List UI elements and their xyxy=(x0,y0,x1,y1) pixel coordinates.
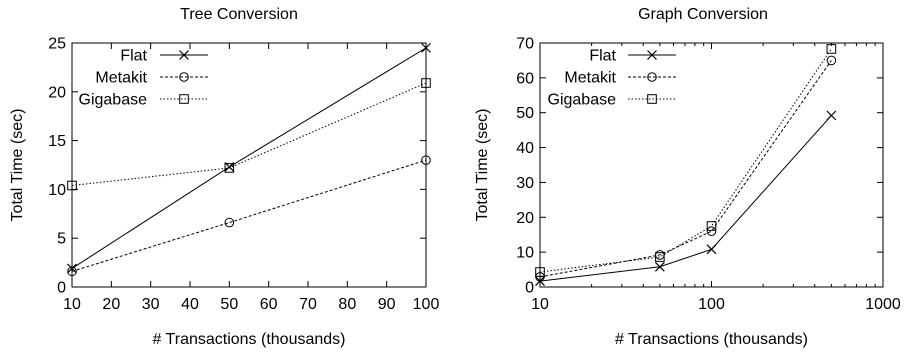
y-tick-label: 50 xyxy=(516,105,534,122)
graph-conversion-chart: Graph Conversion # Transactions (thousand… xyxy=(474,6,901,348)
series-metakit-point xyxy=(706,226,717,237)
series-gigabase-point xyxy=(655,252,665,262)
series-flat-point xyxy=(67,263,77,274)
series-gigabase xyxy=(535,44,837,277)
x-tick-label: 50 xyxy=(220,296,238,313)
series-metakit-point xyxy=(224,217,235,228)
series-flat-point xyxy=(826,110,837,121)
legend-marker xyxy=(647,94,657,104)
plot-frame xyxy=(71,42,427,288)
legend-marker xyxy=(179,50,189,60)
y-tick-label: 70 xyxy=(516,36,534,53)
series-metakit-point xyxy=(535,272,545,282)
legend-label: Flat xyxy=(120,48,147,65)
y-axis-label: Total Time (sec) xyxy=(9,109,26,222)
y-tick-label: 60 xyxy=(516,70,534,87)
y-tick-label: 20 xyxy=(516,210,534,227)
series-metakit-line xyxy=(539,60,832,278)
y-tick-label: 25 xyxy=(48,36,66,53)
x-tick-label: 60 xyxy=(260,296,278,313)
series-gigabase xyxy=(67,78,431,191)
legend-label: Metakit xyxy=(564,70,616,87)
y-tick-label: 0 xyxy=(525,280,534,297)
x-tick-label: 10 xyxy=(63,296,81,313)
series-gigabase-point xyxy=(535,267,545,277)
y-tick-label: 30 xyxy=(516,175,534,192)
y-tick-label: 10 xyxy=(516,245,534,262)
series-flat-point xyxy=(654,261,665,272)
legend-label: Gigabase xyxy=(548,92,617,109)
legend-marker xyxy=(647,72,657,82)
x-tick-label: 40 xyxy=(181,296,199,313)
y-tick-label: 20 xyxy=(48,84,66,101)
x-tick-label: 10 xyxy=(531,296,549,313)
series-metakit-point xyxy=(67,266,77,277)
series-gigabase-point xyxy=(224,163,235,173)
series-flat-line xyxy=(539,115,832,282)
x-tick-label: 70 xyxy=(299,296,317,313)
y-tick-label: 15 xyxy=(48,133,66,150)
series-metakit-line xyxy=(71,159,427,272)
y-tick-label: 5 xyxy=(57,231,66,248)
series-gigabase-point xyxy=(421,78,431,88)
x-axis-label: # Transactions (thousands) xyxy=(615,331,808,348)
series-metakit xyxy=(67,155,431,277)
y-axis-label: Total Time (sec) xyxy=(474,109,491,222)
series-gigabase-line xyxy=(71,82,427,186)
series-gigabase-point xyxy=(826,44,837,54)
y-tick-label: 0 xyxy=(57,280,66,297)
x-axis-label: # Transactions (thousands) xyxy=(153,331,346,348)
series-flat-point xyxy=(421,42,431,53)
chart-title: Tree Conversion xyxy=(180,6,298,23)
series-flat-point xyxy=(706,244,717,255)
legend-label: Gigabase xyxy=(79,92,148,109)
series-gigabase-point xyxy=(706,221,717,231)
x-tick-label: 90 xyxy=(378,296,396,313)
legend-marker xyxy=(647,50,657,60)
x-tick-label: 100 xyxy=(413,296,440,313)
y-tick-label: 10 xyxy=(48,182,66,199)
legend-label: Metakit xyxy=(95,70,147,87)
tree-conversion-chart: Tree Conversion # Transactions (thousands… xyxy=(9,6,439,348)
legend-label: Flat xyxy=(589,48,616,65)
y-tick-label: 40 xyxy=(516,140,534,157)
series-metakit-point xyxy=(826,55,837,66)
x-tick-label: 100 xyxy=(698,296,725,313)
series-gigabase-line xyxy=(539,48,832,273)
legend-marker xyxy=(179,72,189,82)
x-tick-label: 80 xyxy=(338,296,356,313)
series-metakit xyxy=(535,55,837,282)
legend-marker xyxy=(179,94,189,104)
series-metakit-point xyxy=(421,155,431,165)
x-tick-label: 1000 xyxy=(865,296,901,313)
series-flat xyxy=(535,110,837,286)
x-tick-label: 20 xyxy=(102,296,120,313)
chart-title: Graph Conversion xyxy=(638,6,768,23)
series-gigabase-point xyxy=(67,180,77,191)
x-tick-label: 30 xyxy=(142,296,160,313)
